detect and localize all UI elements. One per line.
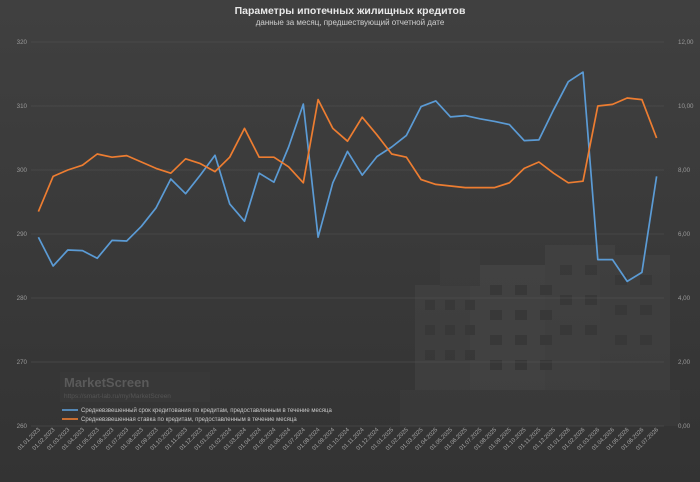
series-lines: [37, 71, 658, 283]
watermark: MarketScreen https://smart-lab.ru/my/Mar…: [60, 372, 210, 402]
legend-label-rate: Средневзвешенная ставка по кредитам, пре…: [81, 417, 297, 423]
right-tick-label: 4,00: [678, 295, 691, 302]
legend-label-term: Средневзвешенный срок кредитования по кр…: [81, 407, 332, 414]
watermark-name: MarketScreen: [64, 375, 149, 390]
gridlines: [31, 41, 664, 427]
legend: Средневзвешенный срок кредитования по кр…: [62, 407, 332, 423]
right-tick-label: 12,00: [678, 39, 694, 46]
left-axis-ticks: 260 270 280 290 300 310 320: [17, 39, 28, 430]
left-tick-label: 260: [17, 423, 28, 430]
series-line-term: [37, 71, 658, 283]
left-tick-label: 320: [17, 39, 28, 46]
left-tick-label: 270: [17, 359, 28, 366]
chart-title: Параметры ипотечных жилищных кредитов: [235, 5, 466, 17]
left-tick-label: 300: [17, 167, 28, 174]
right-tick-label: 2,00: [678, 359, 691, 366]
right-tick-label: 10,00: [678, 103, 694, 110]
right-axis-ticks: 0,00 2,00 4,00 6,00 8,00 10,00 12,00: [678, 39, 694, 430]
left-tick-label: 280: [17, 295, 28, 302]
left-tick-label: 290: [17, 231, 28, 238]
right-tick-label: 8,00: [678, 167, 691, 174]
right-tick-label: 0,00: [678, 423, 691, 430]
left-tick-label: 310: [17, 103, 28, 110]
chart-subtitle: данные за месяц, предшествующий отчетной…: [256, 18, 445, 27]
series-line-rate: [37, 97, 658, 212]
building-background-image: [400, 245, 680, 426]
watermark-url: https://smart-lab.ru/my/MarketScreen: [64, 393, 171, 400]
right-tick-label: 6,00: [678, 231, 691, 238]
